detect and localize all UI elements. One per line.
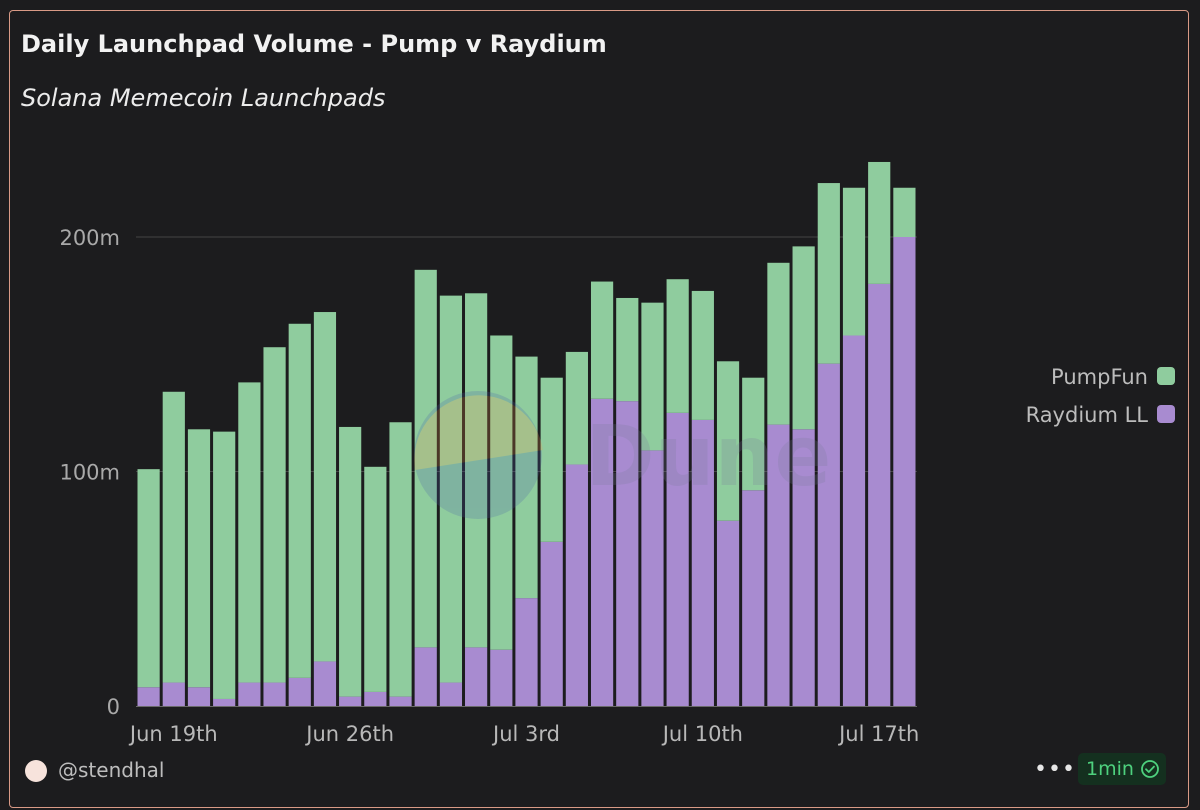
x-tick-label: Jul 17th xyxy=(837,722,919,746)
bar-pumpfun xyxy=(616,297,639,402)
bar-raydium xyxy=(364,691,387,706)
y-tick-label: 100m xyxy=(59,461,120,485)
bar-raydium xyxy=(439,682,463,706)
bar-pumpfun xyxy=(641,302,664,451)
bar-pumpfun xyxy=(817,183,840,364)
bar-pumpfun xyxy=(137,469,160,688)
bar-pumpfun xyxy=(465,293,488,648)
bar-pumpfun xyxy=(565,351,588,465)
bar-pumpfun xyxy=(187,429,211,688)
bar-pumpfun xyxy=(389,422,412,697)
bar-pumpfun xyxy=(893,187,916,237)
bar-raydium xyxy=(465,647,488,706)
bar-raydium xyxy=(515,598,538,706)
bar-pumpfun xyxy=(515,356,538,599)
bar-raydium xyxy=(187,687,211,706)
avatar[interactable] xyxy=(25,760,47,782)
bar-raydium xyxy=(616,401,639,706)
bar-raydium xyxy=(666,412,689,706)
bar-pumpfun xyxy=(590,281,614,399)
bar-raydium xyxy=(691,419,714,706)
ellipsis-icon[interactable]: ••• xyxy=(1034,757,1076,782)
bar-raydium xyxy=(137,687,160,706)
bar-pumpfun xyxy=(792,246,815,430)
watermark-logo-top xyxy=(414,395,543,470)
bar-pumpfun xyxy=(691,290,714,420)
bar-raydium xyxy=(842,335,866,706)
bar-pumpfun xyxy=(213,431,236,699)
bar-raydium xyxy=(339,696,362,706)
chart-title: Daily Launchpad Volume - Pump v Raydium xyxy=(21,30,607,58)
bar-raydium xyxy=(540,541,563,706)
bar-pumpfun xyxy=(439,295,463,683)
legend-label: PumpFun xyxy=(1051,365,1148,389)
bar-pumpfun xyxy=(364,466,387,692)
refresh-badge-label: 1min xyxy=(1086,758,1134,780)
bar-raydium xyxy=(313,661,337,706)
bar-pumpfun xyxy=(414,269,437,648)
legend-label: Raydium LL xyxy=(1026,403,1149,427)
refresh-badge[interactable]: 1min xyxy=(1078,753,1166,785)
author-handle[interactable]: @stendhal xyxy=(58,758,165,782)
bar-raydium xyxy=(792,429,815,706)
bar-pumpfun xyxy=(666,279,689,413)
bar-raydium xyxy=(414,647,437,706)
y-tick-label: 200m xyxy=(59,226,120,250)
x-tick-label: Jul 3rd xyxy=(491,722,560,746)
bar-raydium xyxy=(641,450,664,706)
watermark-logo-circle xyxy=(414,391,542,519)
bar-pumpfun xyxy=(162,391,185,683)
bar-raydium xyxy=(238,682,261,706)
bar-raydium xyxy=(868,283,891,706)
x-tick-label: Jun 19th xyxy=(128,722,218,746)
bar-pumpfun xyxy=(540,377,563,542)
bar-raydium xyxy=(389,696,412,706)
bar-pumpfun xyxy=(339,426,362,697)
x-tick-label: Jun 26th xyxy=(304,722,394,746)
watermark-text: Dune xyxy=(585,407,831,505)
bar-raydium xyxy=(263,682,286,706)
bar-pumpfun xyxy=(842,187,866,336)
y-tick-label: 0 xyxy=(107,695,120,719)
bar-raydium xyxy=(767,424,790,706)
bar-raydium xyxy=(817,363,840,706)
check-circle-icon xyxy=(1140,759,1160,779)
bar-raydium xyxy=(490,649,513,706)
bar-raydium xyxy=(742,490,765,706)
bar-pumpfun xyxy=(490,335,513,650)
bar-raydium xyxy=(565,464,588,706)
bar-raydium xyxy=(893,237,916,706)
bar-pumpfun xyxy=(767,262,790,425)
bar-raydium xyxy=(590,398,614,706)
bar-pumpfun xyxy=(238,382,261,683)
bar-pumpfun xyxy=(313,312,337,662)
bar-pumpfun xyxy=(288,323,311,678)
legend-swatch xyxy=(1157,405,1175,423)
bar-pumpfun xyxy=(716,361,740,521)
bar-raydium xyxy=(716,520,740,706)
bar-raydium xyxy=(162,682,185,706)
bar-raydium xyxy=(288,677,311,706)
chart-subtitle: Solana Memecoin Launchpads xyxy=(21,84,386,112)
bar-pumpfun xyxy=(868,161,891,284)
x-tick-label: Jul 10th xyxy=(661,722,743,746)
watermark: Dune xyxy=(414,391,831,519)
bar-pumpfun xyxy=(742,377,765,491)
bar-raydium xyxy=(213,698,236,706)
legend-swatch xyxy=(1157,367,1175,385)
bar-pumpfun xyxy=(263,347,286,683)
